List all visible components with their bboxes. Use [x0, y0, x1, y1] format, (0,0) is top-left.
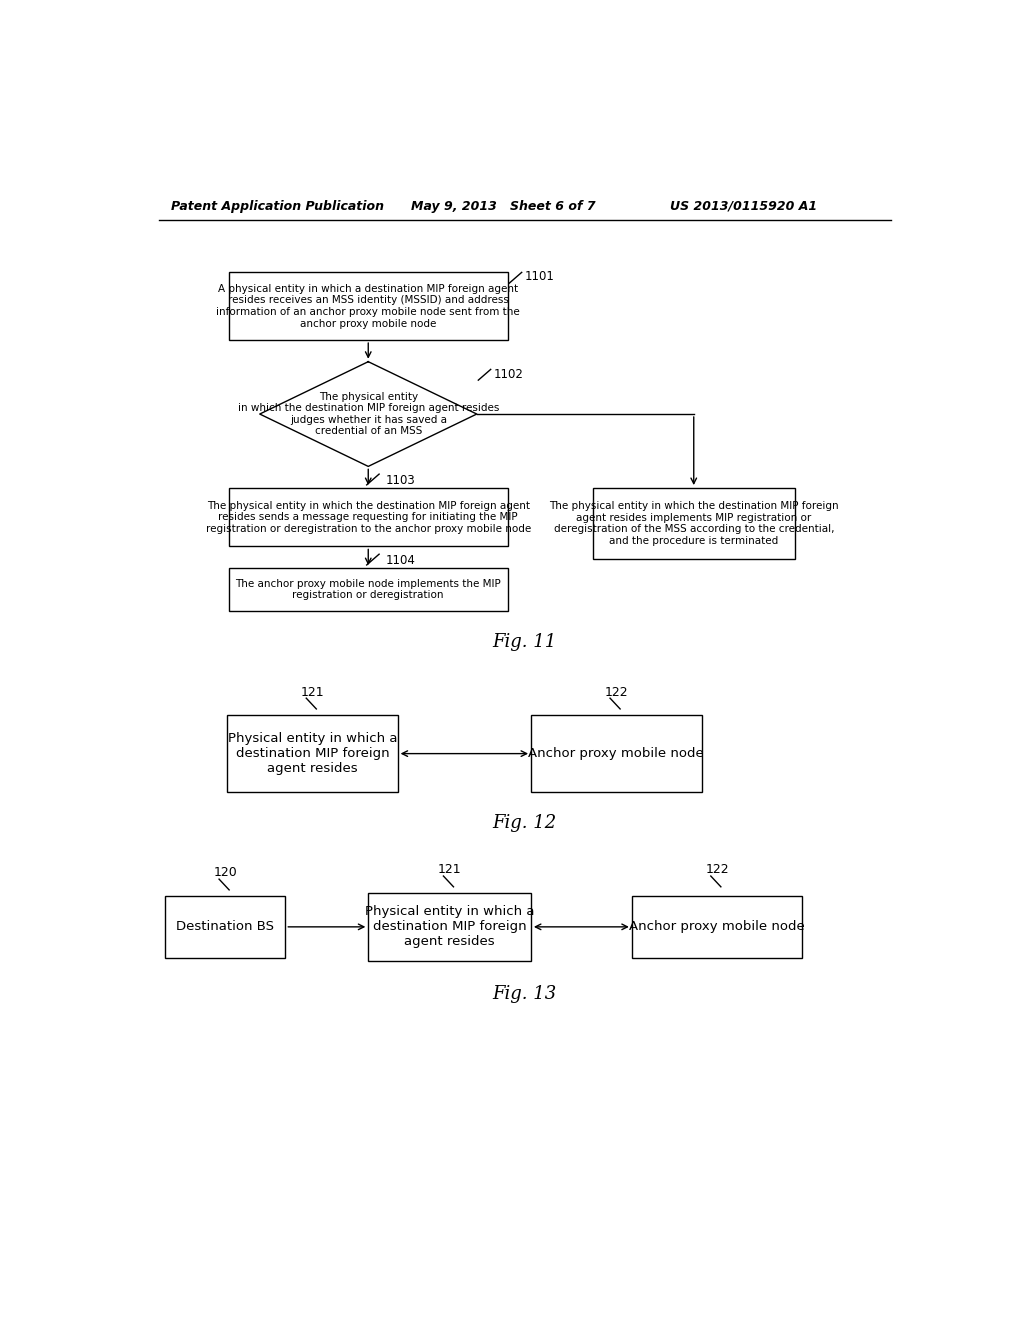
Text: Anchor proxy mobile node: Anchor proxy mobile node	[629, 920, 805, 933]
Text: May 9, 2013   Sheet 6 of 7: May 9, 2013 Sheet 6 of 7	[411, 199, 596, 213]
Text: Fig. 13: Fig. 13	[493, 985, 557, 1003]
Text: Fig. 12: Fig. 12	[493, 813, 557, 832]
FancyBboxPatch shape	[632, 896, 802, 958]
Text: Destination BS: Destination BS	[176, 920, 274, 933]
Text: A physical entity in which a destination MIP foreign agent
resides receives an M: A physical entity in which a destination…	[216, 284, 520, 329]
FancyBboxPatch shape	[369, 892, 531, 961]
Text: The physical entity in which the destination MIP foreign
agent resides implement: The physical entity in which the destina…	[549, 502, 839, 545]
FancyBboxPatch shape	[165, 896, 286, 958]
Text: 1101: 1101	[524, 271, 555, 284]
FancyBboxPatch shape	[531, 715, 701, 792]
Text: Anchor proxy mobile node: Anchor proxy mobile node	[528, 747, 705, 760]
Text: The physical entity in which the destination MIP foreign agent
resides sends a m: The physical entity in which the destina…	[206, 500, 530, 533]
Text: 122: 122	[706, 863, 729, 876]
Text: 1103: 1103	[385, 474, 415, 487]
Text: The anchor proxy mobile node implements the MIP
registration or deregistration: The anchor proxy mobile node implements …	[236, 578, 501, 601]
FancyBboxPatch shape	[228, 272, 508, 341]
FancyBboxPatch shape	[228, 568, 508, 611]
Text: 1104: 1104	[385, 554, 415, 566]
Text: The physical entity
in which the destination MIP foreign agent resides
judges wh: The physical entity in which the destina…	[238, 392, 499, 437]
Text: 121: 121	[301, 685, 325, 698]
FancyBboxPatch shape	[228, 488, 508, 546]
Text: 120: 120	[213, 866, 238, 879]
Polygon shape	[260, 362, 477, 466]
Text: Patent Application Publication: Patent Application Publication	[171, 199, 384, 213]
Text: US 2013/0115920 A1: US 2013/0115920 A1	[671, 199, 817, 213]
Text: 122: 122	[604, 685, 628, 698]
Text: Physical entity in which a
destination MIP foreign
agent resides: Physical entity in which a destination M…	[365, 906, 535, 948]
Text: 121: 121	[438, 863, 462, 876]
Text: 1102: 1102	[494, 367, 523, 380]
Text: Fig. 11: Fig. 11	[493, 632, 557, 651]
FancyBboxPatch shape	[227, 715, 397, 792]
FancyBboxPatch shape	[593, 488, 795, 558]
Text: Physical entity in which a
destination MIP foreign
agent resides: Physical entity in which a destination M…	[227, 733, 397, 775]
